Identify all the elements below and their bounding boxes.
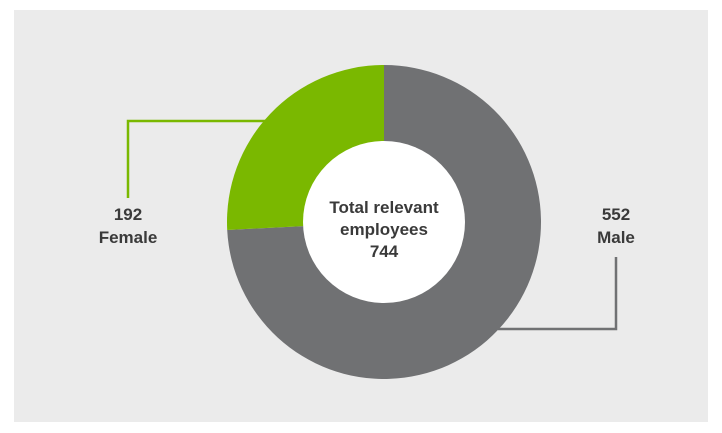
female-category-label: Female bbox=[99, 228, 158, 247]
female-leader-line bbox=[126, 119, 268, 198]
male-leader-line bbox=[498, 257, 618, 331]
donut-hole bbox=[303, 141, 465, 303]
female-value-label: 192 bbox=[114, 205, 142, 224]
male-value-label: 552 bbox=[602, 205, 630, 224]
center-label-line1: Total relevant bbox=[329, 198, 439, 217]
center-label-line2: employees bbox=[340, 220, 428, 239]
male-category-label: Male bbox=[597, 228, 635, 247]
center-total-value: 744 bbox=[370, 242, 399, 261]
